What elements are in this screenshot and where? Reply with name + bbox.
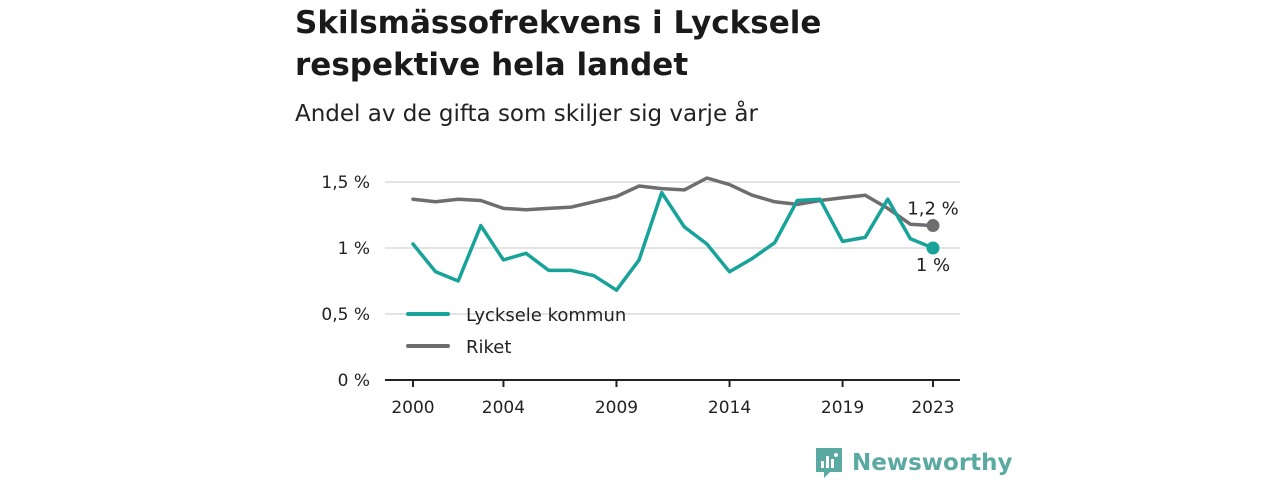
series-end-point-lycksele [926,241,940,255]
series-lines: 1,2 % 1 % [411,176,959,292]
y-tick-label: 1 % [338,239,370,259]
legend-label-riket: Riket [466,337,511,358]
series-end-point-riket [926,219,940,233]
legend-label-lycksele: Lycksele kommun [466,305,626,326]
x-tick-label: 2019 [821,398,864,418]
x-tick-label: 2009 [595,398,638,418]
chart-title: Skilsmässofrekvens i Lycksele respektive… [295,5,822,83]
x-tick-label: 2023 [911,398,954,418]
newsworthy-logo-icon [816,448,842,478]
brand-name: Newsworthy [852,450,1013,476]
y-axis-ticks: 0 % 0,5 % 1 % 1,5 % [321,173,370,391]
chart-subtitle: Andel av de gifta som skiljer sig varje … [295,101,758,127]
grid-lines [385,181,960,315]
y-tick-label: 0 % [338,371,370,391]
legend: Lycksele kommun Riket [406,305,626,358]
series-line-lycksele [411,190,935,292]
y-tick-label: 0,5 % [321,305,370,325]
series-end-label-lycksele: 1 % [916,255,950,276]
series-end-label-riket: 1,2 % [907,199,958,220]
x-tick-label: 2014 [708,398,751,418]
x-tick-label: 2000 [391,398,434,418]
y-tick-label: 1,5 % [321,173,370,193]
x-tick-label: 2004 [482,398,525,418]
brand-logo: Newsworthy [814,446,1013,480]
series-line-riket [411,176,935,228]
x-axis: 2000 2004 2009 2014 2019 2023 [385,379,960,418]
